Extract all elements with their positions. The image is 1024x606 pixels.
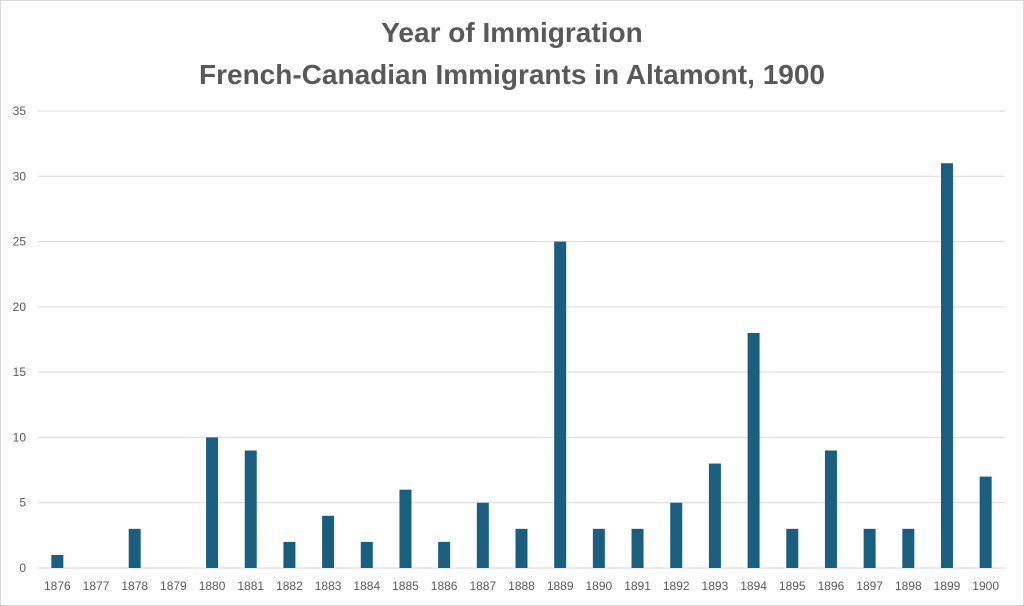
x-tick-label: 1884 — [353, 579, 380, 593]
x-tick-label: 1897 — [856, 579, 883, 593]
x-tick-label: 1888 — [508, 579, 535, 593]
x-tick-label: 1894 — [740, 579, 767, 593]
x-tick-label: 1893 — [702, 579, 729, 593]
x-tick-label: 1880 — [199, 579, 226, 593]
x-tick-label: 1881 — [237, 579, 264, 593]
y-tick-label: 0 — [19, 561, 26, 575]
x-tick-label: 1886 — [431, 579, 458, 593]
x-tick-label: 1895 — [779, 579, 806, 593]
bar — [747, 332, 760, 568]
bar — [476, 502, 489, 568]
y-tick-label: 10 — [13, 430, 27, 444]
x-tick-label: 1896 — [818, 579, 845, 593]
y-tick-label: 5 — [19, 496, 26, 510]
bar — [902, 528, 915, 568]
x-tick-label: 1879 — [160, 579, 187, 593]
bar — [940, 163, 953, 568]
bar — [128, 528, 141, 568]
bar — [592, 528, 605, 568]
bar — [244, 450, 257, 568]
bar — [554, 241, 567, 569]
bar — [206, 437, 219, 568]
x-tick-label: 1887 — [469, 579, 496, 593]
bar — [515, 528, 528, 568]
y-tick-label: 25 — [13, 235, 27, 249]
bars — [51, 163, 992, 569]
x-tick-label: 1892 — [663, 579, 690, 593]
chart-subtitle: French-Canadian Immigrants in Altamont, … — [199, 59, 825, 90]
x-tick-label: 1900 — [972, 579, 999, 593]
x-tick-label: 1882 — [276, 579, 303, 593]
x-tick-label: 1883 — [315, 579, 342, 593]
x-tick-label: 1898 — [895, 579, 922, 593]
x-tick-label: 1877 — [83, 579, 110, 593]
x-tick-label: 1899 — [934, 579, 961, 593]
bar — [863, 528, 876, 568]
x-tick-label: 1890 — [586, 579, 613, 593]
chart-title: Year of Immigration — [381, 17, 643, 48]
y-tick-label: 20 — [13, 300, 27, 314]
x-tick-label: 1891 — [624, 579, 651, 593]
bar — [786, 528, 799, 568]
bar — [360, 541, 373, 568]
bar — [708, 463, 721, 568]
bar — [824, 450, 837, 568]
bar — [979, 476, 992, 568]
bar — [51, 554, 64, 568]
x-tick-label: 1889 — [547, 579, 574, 593]
bar — [670, 502, 683, 568]
bar — [399, 489, 412, 568]
bar — [631, 528, 644, 568]
x-tick-label: 1885 — [392, 579, 419, 593]
bar — [322, 515, 335, 568]
bar — [438, 541, 451, 568]
x-axis-ticks: 1876 1877 1878 1879 1880 1881 1882 1883 1884 1885… — [44, 579, 999, 593]
y-tick-label: 35 — [13, 104, 27, 118]
x-tick-label: 1878 — [121, 579, 148, 593]
bar — [283, 541, 296, 568]
y-tick-label: 15 — [13, 365, 27, 379]
x-tick-label: 1876 — [44, 579, 71, 593]
y-tick-label: 30 — [13, 169, 27, 183]
y-axis-ticks: 0 5 10 15 20 25 30 35 — [13, 104, 27, 575]
grid-lines — [38, 110, 1005, 569]
